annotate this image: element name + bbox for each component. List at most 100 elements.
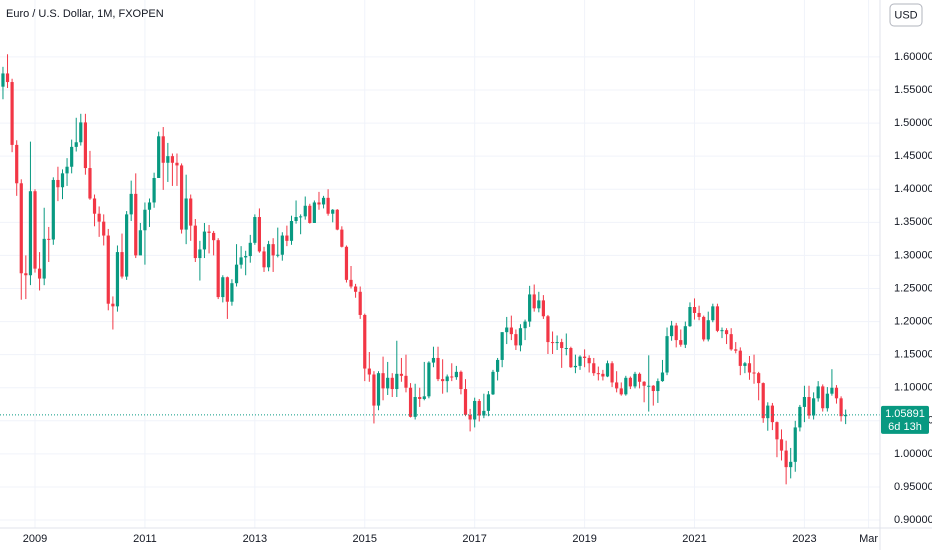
candle-body bbox=[399, 373, 404, 376]
y-tick-label: 1.10000 bbox=[894, 382, 932, 394]
y-tick-label: 1.35000 bbox=[894, 216, 932, 228]
candle-body bbox=[344, 246, 349, 280]
candle-body bbox=[509, 327, 513, 335]
candle-body bbox=[253, 217, 257, 243]
candle-body bbox=[821, 386, 825, 409]
candle-body bbox=[276, 254, 280, 256]
candle-body bbox=[184, 198, 188, 230]
candle-body bbox=[395, 373, 399, 390]
candle-body bbox=[647, 385, 651, 387]
candle-body bbox=[757, 373, 761, 384]
candle-body bbox=[65, 166, 69, 174]
candle-body bbox=[834, 387, 839, 399]
candle-body bbox=[473, 400, 477, 420]
candle-body bbox=[120, 252, 124, 277]
candle-body bbox=[747, 363, 752, 373]
candle-body bbox=[147, 202, 152, 210]
candle-body bbox=[28, 191, 33, 276]
candle-body bbox=[830, 387, 834, 394]
candle-body bbox=[335, 209, 339, 230]
candle-body bbox=[679, 340, 683, 345]
candle-body bbox=[79, 122, 83, 143]
candle-body bbox=[326, 197, 330, 214]
candle-body bbox=[1, 73, 5, 87]
candle-body bbox=[88, 168, 92, 199]
candle-body bbox=[518, 328, 523, 346]
candle-body bbox=[610, 363, 614, 383]
x-tick-label: 2023 bbox=[792, 533, 816, 545]
candle-body bbox=[582, 356, 587, 358]
candle-body bbox=[463, 389, 468, 415]
candle-body bbox=[10, 82, 14, 145]
candle-body bbox=[738, 350, 742, 366]
currency-label[interactable]: USD bbox=[894, 9, 917, 21]
candle-body bbox=[262, 251, 266, 268]
candle-body bbox=[33, 191, 37, 269]
candle-body bbox=[546, 316, 550, 343]
candle-body bbox=[491, 371, 495, 395]
candle-body bbox=[97, 213, 101, 222]
candle-body bbox=[605, 363, 610, 377]
candle-body bbox=[225, 277, 229, 302]
candle-body bbox=[816, 386, 820, 399]
candle-body bbox=[106, 235, 110, 304]
y-tick-label: 1.60000 bbox=[894, 51, 932, 63]
candle-body bbox=[294, 217, 298, 221]
candle-body bbox=[844, 414, 848, 417]
candle-body bbox=[143, 209, 147, 231]
candle-body bbox=[125, 214, 129, 277]
candle-body bbox=[42, 238, 46, 279]
candle-body bbox=[37, 268, 42, 279]
candle-body bbox=[303, 205, 307, 217]
currency-button[interactable] bbox=[889, 3, 923, 27]
candle-body bbox=[289, 220, 294, 241]
candle-body bbox=[720, 330, 724, 332]
candle-body bbox=[477, 400, 481, 416]
candle-body bbox=[692, 307, 697, 313]
candle-body bbox=[578, 356, 582, 366]
candle-body bbox=[381, 373, 385, 389]
candle-body bbox=[454, 371, 458, 378]
candle-body bbox=[779, 439, 784, 451]
candle-body bbox=[601, 373, 605, 377]
candle-body bbox=[422, 396, 426, 399]
candle-body bbox=[308, 205, 312, 223]
candle-body bbox=[216, 240, 220, 298]
candle-body bbox=[175, 162, 179, 166]
candle-body bbox=[532, 294, 536, 309]
x-tick-label: 2021 bbox=[682, 533, 706, 545]
candle-body bbox=[193, 225, 197, 259]
x-tick-label: 2019 bbox=[572, 533, 596, 545]
last-price-label: 1.05891 bbox=[885, 408, 925, 420]
candle-body bbox=[331, 209, 335, 214]
candle-body bbox=[550, 342, 555, 344]
candles bbox=[0, 54, 880, 485]
candle-body bbox=[161, 136, 165, 163]
candle-body bbox=[468, 414, 472, 420]
candle-body bbox=[555, 342, 559, 344]
candle-body bbox=[560, 342, 564, 349]
candle-body bbox=[353, 286, 358, 292]
candle-body bbox=[674, 325, 678, 341]
candle-body bbox=[537, 300, 541, 309]
candle-body bbox=[340, 229, 344, 247]
candle-body bbox=[234, 264, 239, 284]
candle-body bbox=[266, 244, 271, 268]
candle-body bbox=[596, 373, 600, 375]
candle-body bbox=[212, 232, 216, 241]
candle-body bbox=[390, 377, 394, 390]
last-price-tag bbox=[881, 405, 929, 434]
candle-body bbox=[628, 377, 632, 387]
candle-body bbox=[157, 136, 161, 178]
candle-body bbox=[660, 372, 665, 382]
candle-body bbox=[569, 348, 573, 368]
y-tick-label: 1.40000 bbox=[894, 183, 932, 195]
candle-body bbox=[706, 320, 710, 340]
candle-body bbox=[495, 359, 500, 372]
grid bbox=[0, 0, 880, 528]
candle-body bbox=[592, 363, 596, 374]
candle-body bbox=[656, 381, 660, 392]
candle-body bbox=[115, 252, 120, 307]
candle-body bbox=[431, 357, 436, 363]
